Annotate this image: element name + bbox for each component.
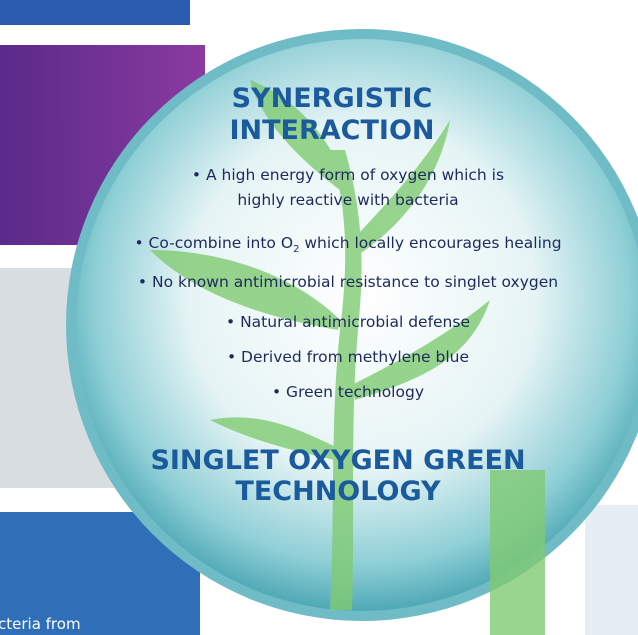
footer-line: SINGLET OXYGEN GREEN xyxy=(150,445,525,476)
bullet: highly reactive with bacteria xyxy=(237,191,458,209)
bullet-text: • Co-combine into O xyxy=(134,234,293,252)
bullet: • Green technology xyxy=(272,383,424,401)
bullet: • Derived from methylene blue xyxy=(227,348,469,366)
bullet: • Natural antimicrobial defense xyxy=(226,313,470,331)
cropped-text: cteria from xyxy=(0,615,81,633)
bullet: • Co-combine into O2 which locally encou… xyxy=(134,234,561,255)
bullet-text: which locally encourages healing xyxy=(299,234,561,252)
panel xyxy=(585,505,638,635)
heading-line: SYNERGISTIC xyxy=(232,83,433,114)
page: cteria from SYNERGISTIC INTERACTION • A … xyxy=(0,0,638,635)
heading-line: INTERACTION xyxy=(229,115,434,146)
footer-line: TECHNOLOGY xyxy=(235,476,441,507)
bullet: • A high energy form of oxygen which is xyxy=(192,166,504,184)
infographic: cteria from SYNERGISTIC INTERACTION • A … xyxy=(0,0,638,635)
bullet: • No known antimicrobial resistance to s… xyxy=(138,273,558,291)
heading: SYNERGISTIC INTERACTION xyxy=(229,83,434,146)
panel xyxy=(0,0,190,25)
